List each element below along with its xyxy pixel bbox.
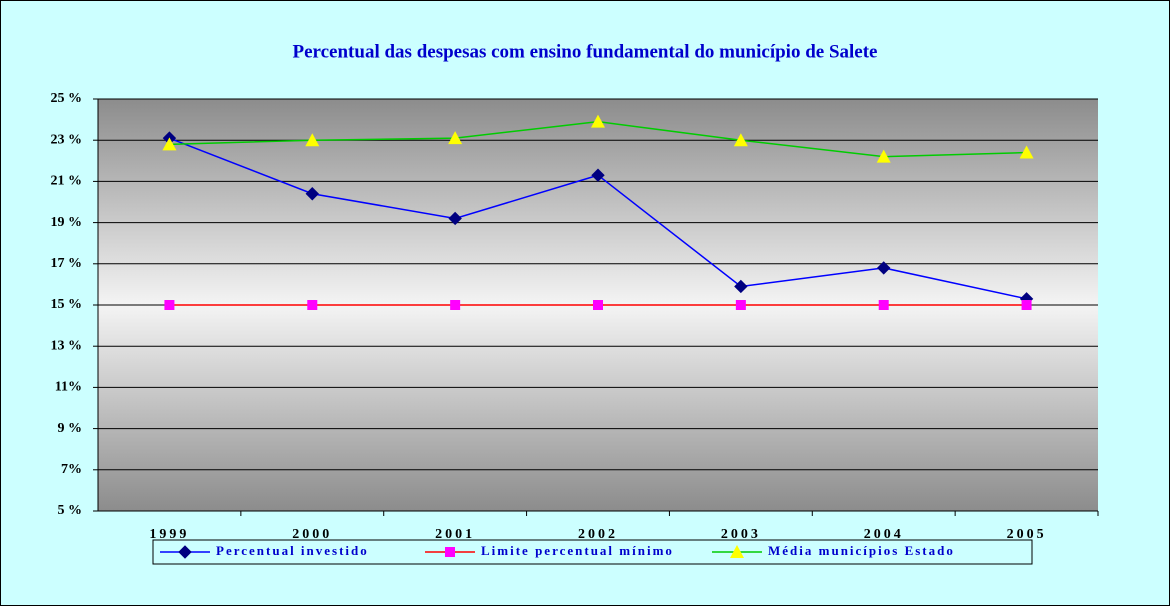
y-tick-label: 17 %	[51, 256, 83, 271]
marker	[1019, 145, 1034, 159]
marker	[445, 547, 455, 557]
marker	[450, 300, 461, 310]
marker	[730, 545, 744, 558]
marker	[307, 300, 318, 310]
legend-box	[152, 539, 1033, 565]
y-tick-label: 23 %	[51, 132, 83, 147]
marker	[733, 133, 748, 147]
legend-label: Média municípios Estado	[768, 543, 955, 558]
x-tick-label: 2002	[578, 527, 618, 542]
x-tick-label: 2001	[435, 527, 475, 542]
y-tick-label: 19 %	[51, 215, 83, 230]
marker	[593, 300, 603, 310]
y-tick-label: 5 %	[58, 503, 83, 518]
y-tick-label: 13 %	[51, 338, 83, 353]
marker	[591, 114, 605, 128]
marker	[164, 300, 175, 310]
x-tick-label: 2000	[292, 527, 332, 542]
marker	[876, 149, 891, 163]
y-tick-label: 15 %	[51, 297, 83, 312]
y-tick-label: 7%	[61, 462, 82, 477]
chart-title: Percentual das despesas com ensino funda…	[293, 41, 878, 62]
x-tick-label: 2003	[721, 527, 761, 542]
x-tick-label: 2005	[1007, 527, 1047, 542]
marker	[878, 300, 889, 310]
legend-label: Percentual investido	[216, 543, 369, 558]
marker	[448, 211, 462, 226]
x-tick-label: 1999	[149, 527, 189, 542]
legend-label: Limite percentual mínimo	[481, 543, 674, 558]
y-tick-label: 21 %	[51, 174, 83, 189]
marker	[734, 279, 748, 294]
marker	[162, 137, 177, 151]
marker	[1021, 300, 1032, 310]
marker	[735, 300, 746, 310]
y-tick-label: 9 %	[58, 421, 83, 436]
marker	[305, 133, 320, 147]
x-tick-label: 2004	[864, 527, 904, 542]
marker	[448, 131, 463, 145]
marker	[305, 187, 319, 201]
marker	[591, 168, 605, 182]
y-tick-label: 11%	[55, 380, 82, 395]
y-tick-label: 25 %	[51, 91, 83, 106]
marker	[178, 545, 192, 559]
marker	[877, 261, 891, 275]
